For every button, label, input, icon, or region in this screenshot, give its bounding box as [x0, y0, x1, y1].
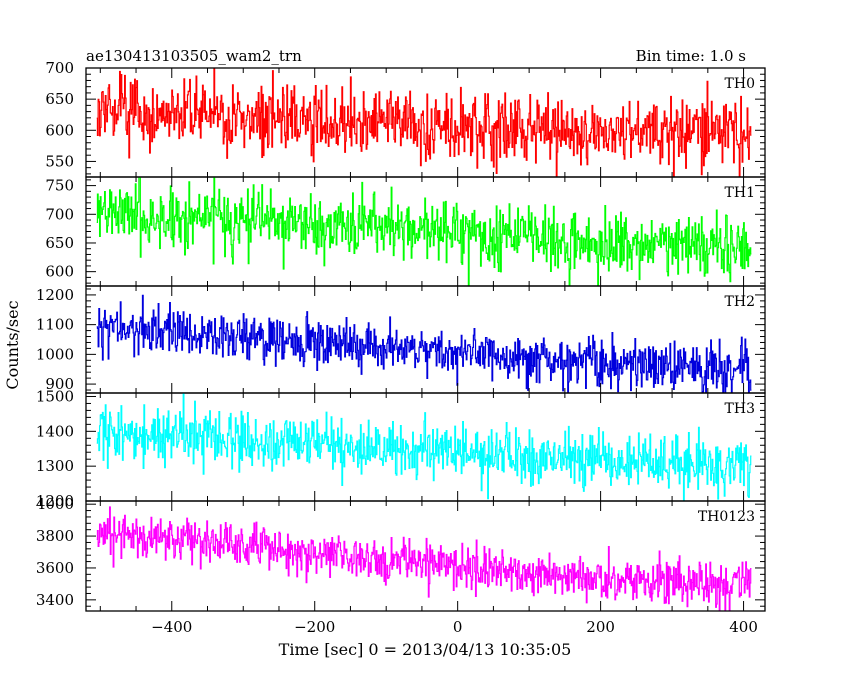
x-tick-label: 200 — [586, 618, 615, 636]
series-line-th1 — [96, 177, 752, 286]
y-tick-label: 1500 — [36, 387, 74, 405]
y-tick-label: 700 — [45, 59, 74, 77]
y-tick-label: 1000 — [36, 345, 74, 363]
panels-group: 550 600 650 700 TH0 600 650 700 750 TH1 900 1000 110… — [36, 59, 766, 612]
panel-frame — [85, 500, 766, 612]
band-label-th3: TH3 — [725, 401, 755, 417]
band-label-th1: TH1 — [725, 185, 755, 201]
y-tick-label: 900 — [45, 375, 74, 393]
chart-title: ae130413103505_wam2_trn — [86, 47, 302, 65]
panel-th3: 1200 1300 1400 1500 TH3 — [36, 387, 766, 510]
y-tick-label: 650 — [45, 234, 74, 252]
x-axis-title: Time [sec] 0 = 2013/04/13 10:35:05 — [279, 640, 572, 659]
series-line-th0 — [96, 68, 752, 177]
y-tick-label: 1100 — [36, 316, 74, 334]
y-tick-label: 600 — [45, 121, 74, 139]
y-tick-label: 750 — [45, 177, 74, 195]
x-axis: −400 −200 0 200 400 — [151, 618, 758, 636]
y-tick-label: 550 — [45, 152, 74, 170]
y-tick-label: 1200 — [36, 286, 74, 304]
y-tick-label: 1400 — [36, 422, 74, 440]
y-axis-title: Counts/sec — [3, 300, 22, 389]
y-tick-label: 4000 — [36, 495, 74, 513]
y-tick-label: 1200 — [36, 492, 74, 510]
x-tick-label: −200 — [294, 618, 335, 636]
y-tick-label: 650 — [45, 90, 74, 108]
panel-th0: 550 600 650 700 TH0 — [45, 59, 766, 178]
panel-th1: 600 650 700 750 TH1 — [45, 176, 766, 287]
series-line-th0123 — [96, 506, 752, 611]
y-tick-label: 700 — [45, 205, 74, 223]
x-tick-label: 400 — [729, 618, 758, 636]
series-line-th3 — [96, 393, 752, 501]
y-tick-label: 600 — [45, 263, 74, 281]
y-tick-label: 3600 — [36, 559, 74, 577]
panel-th2: 900 1000 1100 1200 TH2 — [36, 285, 766, 394]
band-label-th0: TH0 — [725, 76, 755, 92]
band-label-th2: TH2 — [725, 294, 755, 310]
y-tick-label: 1300 — [36, 457, 74, 475]
bin-time-label: Bin time: 1.0 s — [636, 47, 746, 65]
series-line-th2 — [96, 294, 752, 393]
panel-th0123: 3400 3600 3800 4000 TH0123 — [36, 495, 766, 612]
x-tick-label: −400 — [151, 618, 192, 636]
y-tick-label: 3800 — [36, 527, 74, 545]
x-tick-label: 0 — [453, 618, 463, 636]
y-tick-label: 3400 — [36, 591, 74, 609]
band-label-th0123: TH0123 — [698, 509, 755, 525]
